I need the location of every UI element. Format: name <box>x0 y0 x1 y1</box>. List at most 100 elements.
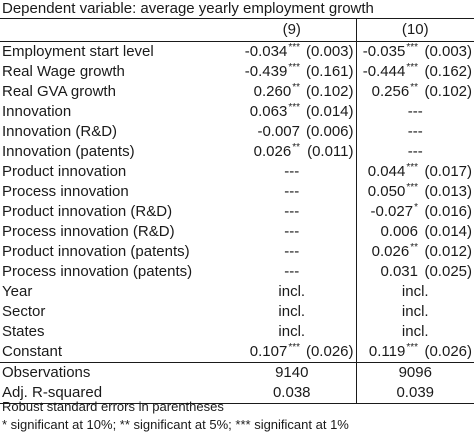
coefficient: -0.027 <box>370 203 414 220</box>
se-col9: (0.161) <box>304 62 356 82</box>
stat-value: 0.038 <box>272 384 311 401</box>
coef-col9: -0.439*** <box>228 62 304 82</box>
value: --- <box>284 243 300 260</box>
cell-col9: --- <box>228 262 356 282</box>
table-row: Real GVA growth 0.260** (0.102) 0.256** (0.1… <box>0 82 474 102</box>
significance-stars: *** <box>406 182 418 193</box>
coefficient: 0.256 <box>371 83 410 100</box>
standard-error: (0.026) <box>305 343 354 360</box>
se-col10: (0.003) <box>422 42 474 63</box>
se-col9: (0.014) <box>304 102 356 122</box>
significance-stars: ** <box>410 82 418 93</box>
stat-col9: 0.038 <box>228 383 356 404</box>
table-row: Constant 0.107*** (0.026) 0.119*** (0.026) <box>0 342 474 363</box>
cell-col9: --- <box>228 162 356 182</box>
value: incl. <box>278 283 306 300</box>
se-col9: (0.003) <box>304 42 356 63</box>
coefficient: -0.007 <box>257 123 300 140</box>
value: --- <box>284 263 300 280</box>
table-row: Process innovation (patents) --- 0.031 (0.0… <box>0 262 474 282</box>
row-label: Product innovation (patents) <box>2 243 190 260</box>
table-row: Innovation (R&D) -0.007 (0.006) --- <box>0 122 474 142</box>
cell-col9: --- <box>228 242 356 262</box>
standard-error: (0.013) <box>424 183 472 200</box>
coefficient: 0.119 <box>368 343 406 360</box>
table-notes: Robust standard errors in parentheses * … <box>2 398 349 434</box>
coefficient: 0.026 <box>371 243 410 260</box>
cell-col9: --- <box>228 182 356 202</box>
value: --- <box>284 223 300 240</box>
se-col9: (0.006) <box>304 122 356 142</box>
regression-table: (9) (10) Employment start level -0.034***… <box>0 18 474 404</box>
standard-error: (0.011) <box>307 143 354 160</box>
significance-stars: ** <box>410 242 418 253</box>
row-label: Employment start level <box>2 43 154 60</box>
row-label: Year <box>2 283 33 300</box>
cell-col9: incl. <box>228 302 356 322</box>
table-caption: Dependent variable: average yearly emplo… <box>2 0 374 17</box>
value: incl. <box>401 303 429 320</box>
se-col10: (0.012) <box>422 242 474 262</box>
row-label: Innovation (R&D) <box>2 123 118 140</box>
row-label: States <box>2 323 45 340</box>
significance-stars: *** <box>406 342 418 353</box>
header-blank <box>0 18 228 42</box>
coef-col10: -0.444*** <box>355 62 422 82</box>
table-row: Innovation 0.063*** (0.014) --- <box>0 102 474 122</box>
table-row: Product innovation (R&D) --- -0.027* (0.016… <box>0 202 474 222</box>
row-label: Real GVA growth <box>2 83 116 100</box>
column-header-row: (9) (10) <box>0 18 474 42</box>
coef-col10: 0.050*** <box>355 182 422 202</box>
stat-value: 9140 <box>275 364 309 381</box>
significance-stars: ** <box>292 82 300 93</box>
row-label: Product innovation (R&D) <box>2 203 173 220</box>
value: --- <box>407 103 423 120</box>
coef-col9: 0.063*** <box>228 102 304 122</box>
row-label: Product innovation <box>2 163 127 180</box>
significance-stars: *** <box>406 62 418 73</box>
se-col10: (0.016) <box>422 202 474 222</box>
value: --- <box>284 183 300 200</box>
table-row: Product innovation (patents) --- 0.026** (0… <box>0 242 474 262</box>
standard-error: (0.102) <box>424 83 472 100</box>
standard-error: (0.003) <box>305 43 354 60</box>
value: --- <box>407 143 423 160</box>
row-label: Innovation <box>2 103 72 120</box>
significance-stars: *** <box>288 62 300 73</box>
standard-error: (0.014) <box>305 103 354 120</box>
coefficient: -0.035 <box>362 43 406 60</box>
table-row: Product innovation --- 0.044*** (0.017) <box>0 162 474 182</box>
significance-stars: *** <box>406 162 418 173</box>
stat-value: 9096 <box>398 364 432 381</box>
cell-col10: --- <box>355 142 474 162</box>
value: incl. <box>278 323 306 340</box>
coef-col10: 0.256** <box>355 82 422 102</box>
significance-stars: ** <box>292 142 300 153</box>
significance-stars: *** <box>406 42 418 53</box>
table-row: Process innovation --- 0.050*** (0.013) <box>0 182 474 202</box>
cell-col10: incl. <box>355 302 474 322</box>
significance-stars: *** <box>288 342 300 353</box>
se-col10: (0.026) <box>422 342 474 363</box>
se-col9: (0.026) <box>304 342 356 363</box>
standard-error: (0.162) <box>424 63 472 80</box>
standard-error: (0.026) <box>424 343 472 360</box>
coefficient: 0.026 <box>253 143 292 160</box>
coef-col10: 0.119*** <box>355 342 422 363</box>
significance-stars: *** <box>288 102 300 113</box>
table-row: Innovation (patents) 0.026** (0.011) --- <box>0 142 474 162</box>
se-col10: (0.014) <box>422 222 474 242</box>
note-line-significance: * significant at 10%; ** significant at … <box>2 417 349 432</box>
table-body: (9) (10) Employment start level -0.034***… <box>0 18 474 404</box>
coef-col9: 0.260** <box>228 82 304 102</box>
coefficient: 0.006 <box>380 223 418 240</box>
cell-col10: --- <box>355 122 474 142</box>
row-label: Process innovation (patents) <box>2 263 193 280</box>
se-col9: (0.102) <box>304 82 356 102</box>
row-label: Constant <box>0 342 228 363</box>
coefficient: -0.034 <box>244 43 288 60</box>
standard-error: (0.102) <box>305 83 354 100</box>
row-label: Real Wage growth <box>2 63 125 80</box>
cell-col9: incl. <box>228 282 356 302</box>
row-label: Sector <box>2 303 46 320</box>
